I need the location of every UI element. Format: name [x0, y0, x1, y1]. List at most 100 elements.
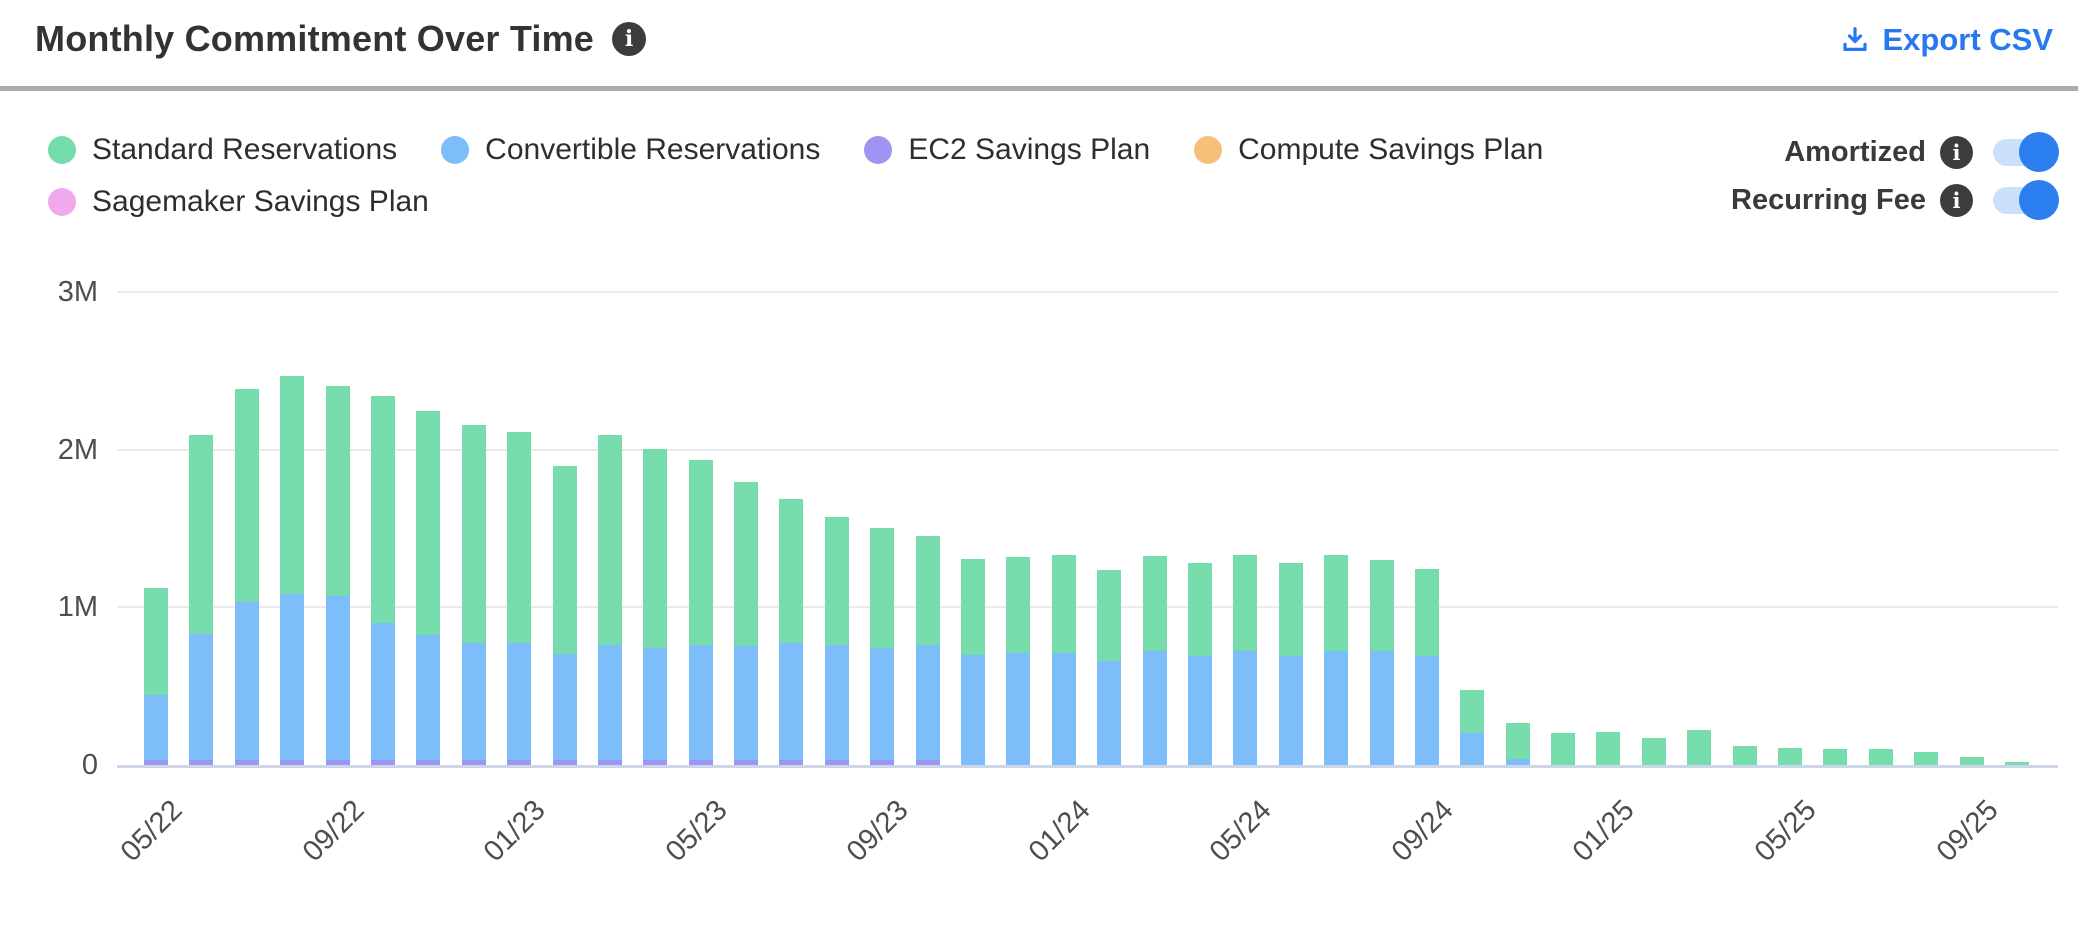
bar-07/25[interactable] [1868, 749, 1893, 765]
bar-segment [1868, 749, 1893, 765]
bar-04/25[interactable] [1732, 746, 1757, 765]
bar-segment [552, 654, 577, 760]
legend-dot-icon [1194, 136, 1223, 164]
bar-04/23[interactable] [643, 449, 668, 765]
bar-segment [643, 760, 668, 765]
legend-item-convertible-reservations[interactable]: Convertible Reservations [441, 130, 820, 170]
bar-segment [597, 645, 622, 760]
bar-segment [1278, 656, 1303, 765]
bar-segment [1369, 560, 1394, 651]
bar-07/24[interactable] [1324, 555, 1349, 765]
bar-segment [643, 449, 668, 648]
y-tick-label: 2M [57, 433, 98, 466]
bar-segment [461, 760, 486, 765]
bar-05/25[interactable] [1778, 748, 1803, 765]
bar-11/23[interactable] [961, 559, 986, 765]
bar-09/23[interactable] [870, 528, 895, 765]
bar-segment [144, 695, 168, 760]
bar-03/24[interactable] [1142, 556, 1167, 765]
bar-06/22[interactable] [189, 435, 214, 765]
bar-10/24[interactable] [1460, 690, 1485, 765]
bar-segment [961, 559, 986, 655]
bar-03/25[interactable] [1687, 730, 1712, 765]
bar-segment [2004, 762, 2029, 765]
bar-10/22[interactable] [370, 396, 395, 765]
bar-segment [1505, 723, 1530, 759]
bar-12/22[interactable] [461, 425, 486, 765]
bar-segment [280, 760, 305, 765]
bar-06/23[interactable] [734, 482, 759, 765]
legend-item-sagemaker-savings-plan[interactable]: Sagemaker Savings Plan [48, 182, 429, 222]
bar-12/23[interactable] [1006, 557, 1031, 765]
x-tick-label: 09/25 [1930, 794, 2005, 868]
bar-segment [1460, 690, 1485, 733]
bar-segment [1687, 730, 1712, 765]
bar-03/23[interactable] [597, 435, 622, 765]
legend-item-standard-reservations[interactable]: Standard Reservations [48, 130, 397, 170]
bar-08/23[interactable] [824, 517, 849, 765]
y-tick-label: 0 [81, 749, 98, 781]
bar-12/24[interactable] [1551, 733, 1576, 765]
bar-08/25[interactable] [1914, 752, 1939, 765]
bar-01/23[interactable] [507, 432, 532, 765]
bar-05/22[interactable] [144, 588, 168, 765]
bar-02/25[interactable] [1641, 738, 1666, 765]
bar-segment [1914, 752, 1939, 765]
bar-segment [779, 499, 804, 643]
x-tick-label: 01/24 [1022, 794, 1097, 868]
recurring-fee-toggle[interactable] [1993, 179, 2059, 220]
chart-controls: Amortized i Recurring Fee i [1731, 131, 2062, 220]
bar-segment [1414, 569, 1439, 656]
bar-07/22[interactable] [234, 389, 259, 765]
amortized-toggle[interactable] [1993, 131, 2059, 172]
bar-01/25[interactable] [1596, 732, 1621, 765]
bar-06/24[interactable] [1278, 563, 1303, 765]
bar-08/24[interactable] [1369, 560, 1394, 765]
bar-09/24[interactable] [1414, 569, 1439, 765]
bar-segment [870, 528, 895, 648]
bar-08/22[interactable] [280, 376, 305, 765]
legend-item-compute-savings-plan[interactable]: Compute Savings Plan [1194, 130, 1543, 170]
info-icon[interactable]: i [1940, 135, 1973, 169]
bar-segment [370, 623, 395, 760]
bar-07/23[interactable] [779, 499, 804, 765]
amortized-toggle-label: Amortized [1784, 135, 1926, 168]
bar-09/25[interactable] [1959, 757, 1984, 765]
bar-02/24[interactable] [1097, 570, 1122, 765]
legend-item-ec2-savings-plan[interactable]: EC2 Savings Plan [864, 130, 1150, 170]
bar-01/24[interactable] [1051, 555, 1076, 765]
export-csv-button[interactable]: Export CSV [1840, 22, 2053, 58]
bar-09/22[interactable] [325, 386, 350, 765]
bar-10/23[interactable] [915, 536, 940, 765]
x-tick-label: 05/23 [659, 794, 734, 868]
bar-segment [1142, 556, 1167, 651]
bar-04/24[interactable] [1187, 563, 1212, 765]
bar-segment [1596, 732, 1621, 765]
bar-06/25[interactable] [1823, 749, 1848, 765]
bar-segment [597, 760, 622, 765]
bar-segment [416, 635, 441, 760]
bar-segment [280, 376, 305, 594]
bar-05/24[interactable] [1233, 555, 1258, 765]
bar-segment [234, 760, 259, 765]
bar-segment [1505, 759, 1530, 765]
bar-segment [1278, 563, 1303, 656]
info-icon[interactable]: i [612, 22, 647, 56]
bar-segment [189, 634, 214, 760]
bar-11/22[interactable] [416, 411, 441, 765]
bar-11/24[interactable] [1505, 723, 1530, 765]
x-tick-label: 05/25 [1748, 794, 1823, 868]
bar-02/23[interactable] [552, 466, 577, 765]
bar-segment [552, 466, 577, 654]
bar-segment [870, 648, 895, 760]
x-tick-label: 01/25 [1567, 794, 1642, 868]
bar-10/25[interactable] [2004, 762, 2029, 765]
bar-segment [416, 411, 441, 635]
info-icon[interactable]: i [1940, 183, 1973, 217]
bar-segment [870, 760, 895, 765]
header-divider [0, 86, 2078, 91]
chart-header: Monthly Commitment Over Time i [35, 18, 647, 60]
bar-05/23[interactable] [688, 460, 713, 765]
bar-segment [1006, 557, 1031, 653]
